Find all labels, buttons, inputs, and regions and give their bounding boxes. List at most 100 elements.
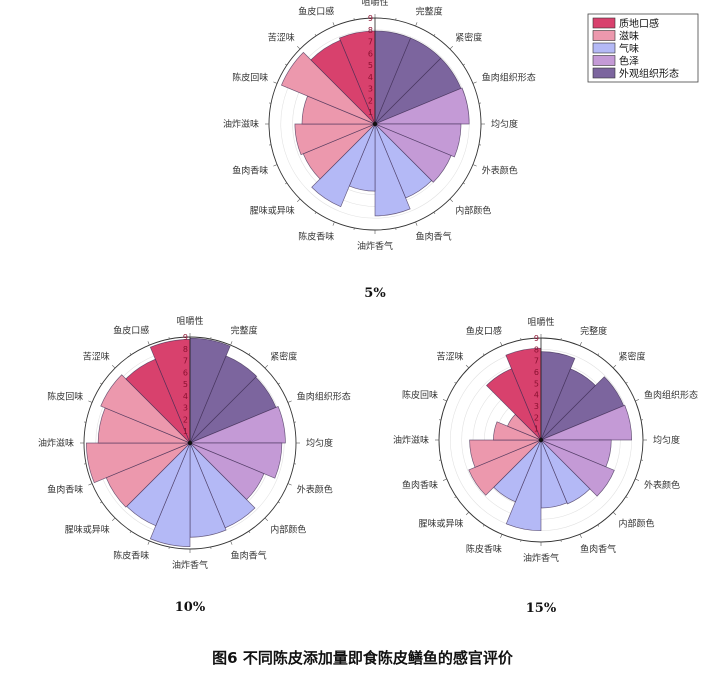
angle-tick bbox=[129, 530, 132, 533]
angle-tick bbox=[449, 46, 453, 50]
category-label: 陈皮回味 bbox=[232, 71, 268, 83]
r-tick-label: 2 bbox=[368, 96, 373, 105]
r-tick-label: 5 bbox=[534, 379, 539, 388]
angle-tick bbox=[100, 382, 103, 385]
angle-tick bbox=[112, 365, 116, 369]
category-label: 外表颜色 bbox=[644, 479, 680, 491]
legend-item: 质地口感 bbox=[592, 17, 659, 30]
category-label: 鱼肉组织形态 bbox=[297, 390, 351, 402]
category-label: 鱼肉组织形态 bbox=[644, 389, 698, 401]
category-label: 苦涩味 bbox=[437, 351, 464, 363]
angle-tick bbox=[465, 364, 470, 369]
legend-swatch bbox=[592, 42, 616, 54]
r-tick-label: 9 bbox=[534, 334, 539, 343]
bar-鱼皮口感 bbox=[125, 358, 191, 444]
bar-紧密度 bbox=[189, 355, 258, 444]
legend-swatch bbox=[592, 17, 616, 29]
angle-tick bbox=[454, 496, 457, 499]
angle-tick bbox=[482, 524, 485, 527]
angle-tick bbox=[597, 353, 600, 356]
bar-均匀度 bbox=[189, 406, 286, 444]
category-label: 完整度 bbox=[231, 324, 258, 336]
angle-tick bbox=[442, 399, 447, 402]
angle-tick bbox=[230, 341, 233, 346]
angle-tick bbox=[625, 496, 628, 499]
legend-swatch bbox=[592, 55, 616, 66]
bar-均匀度 bbox=[374, 87, 470, 125]
category-label: 腥味或异味 bbox=[419, 517, 464, 529]
angle-tick bbox=[277, 382, 280, 385]
category-label: 外表颜色 bbox=[482, 165, 518, 177]
angle-tick bbox=[273, 81, 278, 84]
category-label: 咀嚼性 bbox=[361, 0, 388, 8]
category-label: 外表颜色 bbox=[297, 484, 333, 496]
legend-item: 滋味 bbox=[592, 30, 639, 43]
angle-tick bbox=[88, 483, 93, 486]
r-tick-label: 4 bbox=[368, 73, 373, 82]
r-tick-label: 5 bbox=[368, 61, 373, 70]
category-label: 油炸滋味 bbox=[38, 437, 74, 449]
bar-油炸滋味 bbox=[469, 439, 542, 468]
angle-tick bbox=[579, 534, 582, 539]
angle-tick bbox=[462, 63, 465, 66]
bar-均匀度 bbox=[540, 404, 633, 441]
angle-tick bbox=[472, 81, 477, 84]
r-tick-label: 4 bbox=[183, 392, 188, 401]
angle-tick bbox=[635, 399, 640, 402]
category-label: 油炸香气 bbox=[172, 559, 208, 571]
angle-tick bbox=[625, 381, 628, 384]
category-label: 鱼肉香味 bbox=[47, 484, 83, 496]
legend-swatch bbox=[592, 30, 616, 41]
category-label: 鱼肉香味 bbox=[402, 479, 438, 491]
r-tick-label: 3 bbox=[183, 404, 188, 413]
r-tick-label: 4 bbox=[534, 391, 539, 400]
polar-charts: 123456789咀嚼性完整度紧密度鱼肉组织形态均匀度外表颜色内部颜色鱼肉香气油… bbox=[38, 0, 698, 616]
category-label: 鱼肉香味 bbox=[232, 165, 268, 177]
angle-tick bbox=[248, 353, 251, 356]
legend-item: 外观组织形态 bbox=[592, 67, 679, 80]
category-label: 鱼肉香气 bbox=[580, 543, 616, 555]
chart-title: 5% bbox=[364, 286, 386, 301]
bar-内部颜色 bbox=[540, 439, 615, 497]
r-tick-label: 7 bbox=[534, 357, 539, 366]
angle-tick bbox=[248, 530, 251, 533]
angle-tick bbox=[442, 478, 447, 481]
legend-label: 外观组织形态 bbox=[619, 67, 679, 80]
category-label: 腥味或异味 bbox=[65, 523, 110, 535]
angle-tick bbox=[314, 211, 317, 214]
angle-tick bbox=[332, 221, 335, 226]
angle-tick bbox=[112, 517, 116, 521]
center-dot bbox=[372, 121, 378, 127]
angle-tick bbox=[277, 501, 280, 504]
category-label: 鱼皮口感 bbox=[298, 5, 334, 17]
polar-chart-2: 123456789咀嚼性完整度紧密度鱼肉组织形态均匀度外表颜色内部颜色鱼肉香气油… bbox=[38, 315, 351, 615]
category-label: 均匀度 bbox=[306, 437, 333, 449]
category-label: 完整度 bbox=[580, 325, 607, 337]
category-label: 鱼皮口感 bbox=[466, 325, 502, 337]
category-label: 腥味或异味 bbox=[250, 204, 295, 216]
angle-tick bbox=[500, 534, 503, 539]
angle-tick bbox=[415, 22, 418, 27]
legend-label: 质地口感 bbox=[619, 17, 659, 30]
angle-tick bbox=[287, 400, 292, 403]
angle-tick bbox=[462, 182, 465, 185]
bar-陈皮香味 bbox=[505, 439, 542, 532]
angle-tick bbox=[579, 341, 582, 346]
bar-内部颜色 bbox=[374, 123, 452, 183]
legend-item: 色泽 bbox=[592, 55, 639, 68]
bar-腥味或异味 bbox=[311, 123, 376, 208]
angle-tick bbox=[433, 34, 436, 37]
legend-item: 气味 bbox=[592, 42, 639, 55]
bar-外表颜色 bbox=[189, 442, 283, 479]
angle-tick bbox=[147, 540, 150, 545]
r-tick-label: 1 bbox=[183, 427, 188, 436]
legend-label: 滋味 bbox=[619, 30, 639, 43]
chart-title: 10% bbox=[175, 600, 206, 615]
category-label: 苦涩味 bbox=[268, 32, 295, 44]
category-label: 油炸滋味 bbox=[393, 434, 429, 446]
angle-tick bbox=[612, 511, 617, 516]
angle-tick bbox=[297, 198, 301, 202]
r-tick-label: 3 bbox=[368, 85, 373, 94]
angle-tick bbox=[433, 211, 436, 214]
